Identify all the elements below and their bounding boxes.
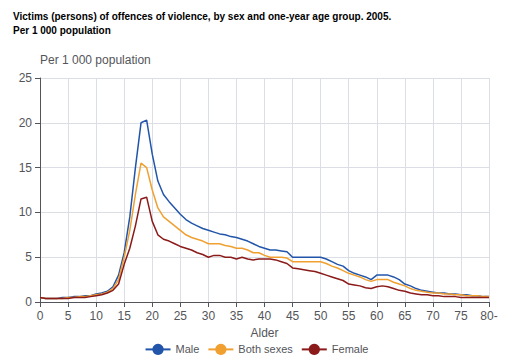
svg-text:60: 60 xyxy=(370,309,384,323)
svg-text:25: 25 xyxy=(174,309,188,323)
svg-text:5: 5 xyxy=(65,309,72,323)
svg-text:75: 75 xyxy=(454,309,468,323)
svg-text:70: 70 xyxy=(426,309,440,323)
svg-text:25: 25 xyxy=(19,71,33,85)
svg-text:10: 10 xyxy=(19,205,33,219)
svg-text:55: 55 xyxy=(342,309,356,323)
svg-text:65: 65 xyxy=(398,309,412,323)
svg-text:Female: Female xyxy=(332,343,369,355)
svg-text:0: 0 xyxy=(25,295,32,309)
svg-text:45: 45 xyxy=(286,309,300,323)
svg-text:Both sexes: Both sexes xyxy=(238,343,293,355)
svg-text:Per 1 000 population: Per 1 000 population xyxy=(13,25,111,36)
svg-text:5: 5 xyxy=(25,250,32,264)
svg-text:10: 10 xyxy=(89,309,103,323)
svg-text:35: 35 xyxy=(230,309,244,323)
svg-text:0: 0 xyxy=(37,309,44,323)
svg-text:20: 20 xyxy=(146,309,160,323)
svg-text:40: 40 xyxy=(258,309,272,323)
svg-text:30: 30 xyxy=(202,309,216,323)
svg-text:80-: 80- xyxy=(480,309,497,323)
svg-text:Victims (persons) of offences: Victims (persons) of offences of violenc… xyxy=(13,11,391,22)
svg-text:20: 20 xyxy=(19,116,33,130)
svg-text:Alder: Alder xyxy=(250,326,278,340)
svg-text:Per 1 000 population: Per 1 000 population xyxy=(40,53,151,67)
svg-text:15: 15 xyxy=(118,309,132,323)
svg-text:Male: Male xyxy=(176,343,200,355)
svg-text:50: 50 xyxy=(314,309,328,323)
svg-text:15: 15 xyxy=(19,161,33,175)
